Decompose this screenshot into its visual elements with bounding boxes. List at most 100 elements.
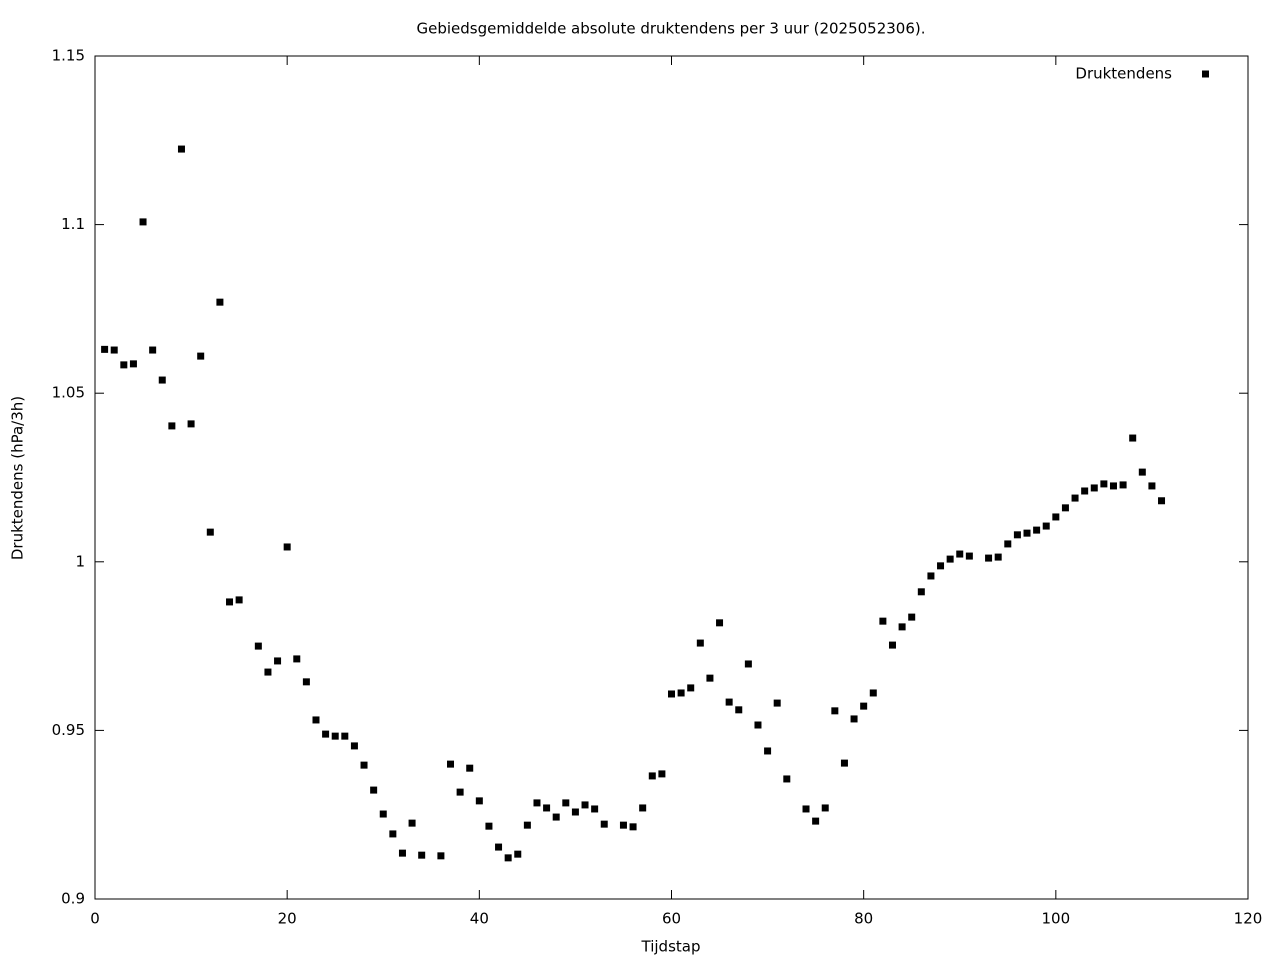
data-point bbox=[571, 808, 579, 816]
data-point bbox=[149, 346, 157, 354]
data-point bbox=[495, 843, 503, 851]
data-point bbox=[1052, 513, 1060, 521]
x-tick-label: 120 bbox=[1234, 910, 1263, 928]
data-point bbox=[197, 352, 205, 360]
data-point bbox=[504, 854, 512, 862]
data-point bbox=[879, 617, 887, 625]
data-point bbox=[764, 747, 772, 755]
data-point bbox=[1042, 522, 1050, 530]
data-point bbox=[158, 376, 166, 384]
data-point bbox=[1109, 482, 1117, 490]
data-point bbox=[177, 145, 185, 153]
data-point bbox=[322, 730, 330, 738]
data-point bbox=[437, 852, 445, 860]
data-point bbox=[869, 689, 877, 697]
data-point bbox=[706, 674, 714, 682]
data-point bbox=[523, 821, 531, 829]
data-point bbox=[543, 804, 551, 812]
data-point bbox=[139, 218, 147, 226]
data-point bbox=[168, 422, 176, 430]
data-point bbox=[264, 668, 272, 676]
y-tick-label: 1.15 bbox=[52, 47, 85, 65]
data-point bbox=[1023, 529, 1031, 537]
data-point bbox=[658, 770, 666, 778]
data-point bbox=[1158, 497, 1166, 505]
x-tick-label: 40 bbox=[470, 910, 489, 928]
data-point bbox=[773, 699, 781, 707]
data-point bbox=[629, 823, 637, 831]
data-point bbox=[821, 804, 829, 812]
data-point bbox=[552, 813, 560, 821]
data-point bbox=[533, 799, 541, 807]
data-point bbox=[677, 689, 685, 697]
data-point bbox=[812, 817, 820, 825]
data-point bbox=[341, 732, 349, 740]
data-point bbox=[783, 775, 791, 783]
data-point bbox=[802, 805, 810, 813]
data-point bbox=[648, 772, 656, 780]
data-point bbox=[985, 554, 993, 562]
data-point bbox=[331, 732, 339, 740]
data-point bbox=[735, 706, 743, 714]
data-point bbox=[389, 830, 397, 838]
data-point bbox=[475, 797, 483, 805]
data-point bbox=[485, 822, 493, 830]
data-point bbox=[312, 716, 320, 724]
data-point bbox=[1071, 494, 1079, 502]
data-point bbox=[956, 550, 964, 558]
data-point bbox=[716, 619, 724, 627]
data-point bbox=[1061, 504, 1069, 512]
y-axis-label: Druktendens (hPa/3h) bbox=[9, 396, 27, 560]
data-point bbox=[619, 821, 627, 829]
data-point bbox=[639, 804, 647, 812]
data-point bbox=[696, 639, 704, 647]
data-point bbox=[1004, 540, 1012, 548]
data-point bbox=[206, 528, 214, 536]
data-point bbox=[581, 801, 589, 809]
data-point bbox=[360, 761, 368, 769]
data-point bbox=[466, 764, 474, 772]
y-tick-label: 0.95 bbox=[52, 721, 85, 739]
data-point bbox=[1033, 526, 1041, 534]
data-point bbox=[216, 298, 224, 306]
y-tick-label: 1 bbox=[75, 552, 85, 570]
data-point bbox=[101, 345, 109, 353]
data-point bbox=[965, 552, 973, 560]
data-point bbox=[514, 850, 522, 858]
legend-label: Druktendens bbox=[1075, 65, 1172, 83]
data-point bbox=[860, 702, 868, 710]
y-tick-label: 1.05 bbox=[52, 384, 85, 402]
data-point bbox=[591, 805, 599, 813]
data-point bbox=[370, 786, 378, 794]
chart-title: Gebiedsgemiddelde absolute druktendens p… bbox=[416, 20, 925, 38]
x-tick-label: 20 bbox=[278, 910, 297, 928]
x-axis-label: Tijdstap bbox=[641, 938, 701, 956]
data-point bbox=[129, 360, 137, 368]
data-point bbox=[110, 346, 118, 354]
data-point bbox=[908, 613, 916, 621]
data-point bbox=[937, 562, 945, 570]
x-tick-label: 100 bbox=[1042, 910, 1071, 928]
data-point bbox=[1148, 482, 1156, 490]
x-tick-label: 0 bbox=[90, 910, 100, 928]
data-point bbox=[725, 698, 733, 706]
x-tick-label: 80 bbox=[854, 910, 873, 928]
data-point bbox=[235, 596, 243, 604]
data-point bbox=[898, 623, 906, 631]
data-point bbox=[917, 588, 925, 596]
data-point bbox=[600, 820, 608, 828]
data-point bbox=[120, 361, 128, 369]
data-point bbox=[408, 819, 416, 827]
data-point bbox=[418, 851, 426, 859]
data-point bbox=[1129, 434, 1137, 442]
y-tick-label: 1.1 bbox=[61, 215, 85, 233]
data-point bbox=[254, 642, 262, 650]
legend-marker bbox=[1202, 70, 1209, 78]
data-point bbox=[831, 707, 839, 715]
data-point bbox=[456, 788, 464, 796]
data-point bbox=[927, 572, 935, 580]
data-point bbox=[946, 555, 954, 563]
data-point bbox=[668, 690, 675, 698]
data-point bbox=[187, 420, 195, 428]
